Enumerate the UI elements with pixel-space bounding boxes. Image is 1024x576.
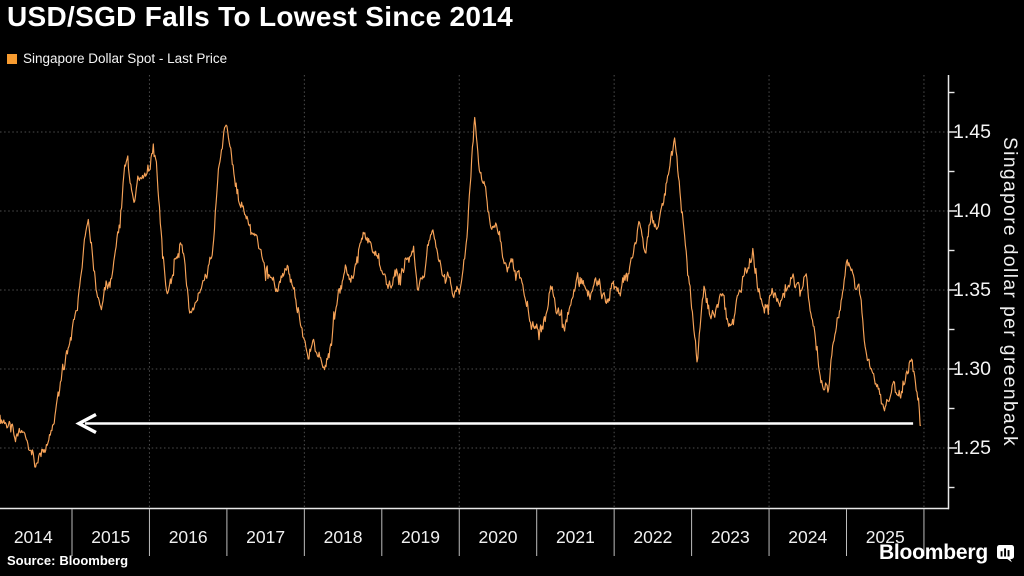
x-axis-year-label: 2020 bbox=[478, 527, 518, 547]
source-label: Source: bbox=[7, 553, 56, 568]
y-axis-tick-label: 1.40 bbox=[953, 200, 991, 222]
y-axis-tick-label: 1.45 bbox=[953, 121, 991, 143]
y-axis-tick-label: 1.25 bbox=[953, 437, 991, 459]
bloomberg-logo: Bloomberg bbox=[879, 541, 1015, 565]
y-axis-tick-label: 1.30 bbox=[953, 358, 991, 380]
y-axis-title: Singapore dollar per greenback bbox=[999, 136, 1020, 448]
arrow-head bbox=[75, 413, 97, 435]
x-axis-year-label: 2015 bbox=[91, 527, 131, 547]
x-axis-year-label: 2023 bbox=[710, 527, 750, 547]
x-axis-year-label: 2018 bbox=[323, 527, 363, 547]
legend-label: Singapore Dollar Spot - Last Price bbox=[23, 51, 228, 66]
chart-title: USD/SGD Falls To Lowest Since 2014 bbox=[7, 1, 514, 32]
bloomberg-wordmark: Bloomberg bbox=[878, 541, 988, 564]
x-axis-year-label: 2017 bbox=[246, 527, 286, 547]
legend: Singapore Dollar Spot - Last Price bbox=[7, 51, 227, 66]
y-axis-tick-label: 1.35 bbox=[953, 279, 991, 301]
x-axis-year-label: 2014 bbox=[13, 527, 53, 547]
x-axis-year-label: 2025 bbox=[865, 527, 905, 547]
x-axis-year-label: 2019 bbox=[401, 527, 440, 547]
x-axis-year-label: 2021 bbox=[555, 527, 595, 547]
legend-swatch-icon bbox=[7, 53, 17, 64]
price-line bbox=[0, 116, 922, 468]
bloomberg-logo-icon bbox=[997, 544, 1014, 562]
source-note: Source: Bloomberg bbox=[7, 553, 132, 568]
x-axis-year-label: 2016 bbox=[168, 527, 208, 547]
source-value: Bloomberg bbox=[59, 553, 129, 568]
x-axis-year-label: 2024 bbox=[788, 527, 828, 547]
x-axis-year-label: 2022 bbox=[633, 527, 673, 547]
